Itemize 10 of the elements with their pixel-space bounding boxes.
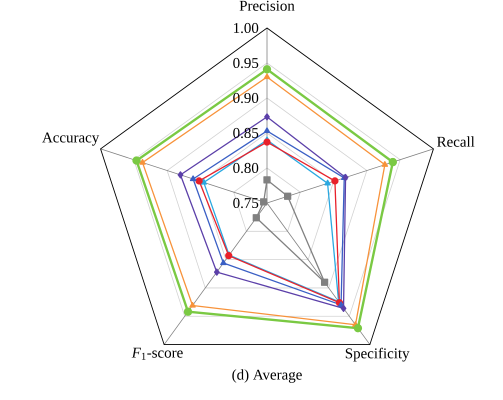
y-tick-label: 1.00 — [234, 22, 258, 34]
text: (d) Average — [232, 369, 302, 383]
spoke-label: Specificity — [346, 348, 410, 362]
y-tick-label: 0.80 — [233, 162, 258, 174]
spoke-label: F$_{1}$-score — [132, 348, 183, 360]
spoke-label: Accuracy — [42, 132, 100, 146]
spoke-label: Precision — [240, 0, 295, 11]
spoke-label: Recall — [437, 136, 474, 147]
y-tick-label: 0.75 — [233, 198, 258, 208]
y-tick-label: 0.95 — [233, 58, 258, 68]
